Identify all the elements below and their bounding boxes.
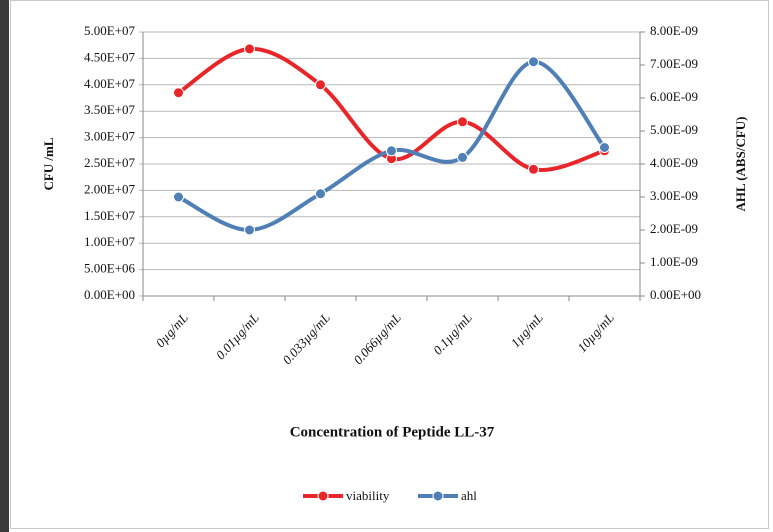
y2-tick-label: 1.00E-09 [650,254,698,269]
y-tick-label: 1.50E+07 [84,208,136,223]
y2-tick-label: 2.00E-09 [650,221,698,236]
y-tick-label: 5.00E+06 [84,261,136,276]
x-tick-label: 10µg/mL [574,310,617,355]
point [529,164,539,174]
x-tick-label: 0.033µg/mL [279,310,333,367]
legend-marker [433,491,443,501]
legend-marker [318,491,328,501]
y-tick-label: 0.00E+00 [84,287,135,302]
y2-tick-label: 7.00E-09 [650,56,698,71]
point [316,80,326,90]
x-tick-label: 0.066µg/mL [350,310,404,367]
y2-tick-label: 8.00E-09 [650,23,698,38]
legend-label: ahl [461,488,477,503]
y-axis-title: CFU /mL [41,137,56,190]
y-tick-label: 3.00E+07 [84,129,136,144]
y-tick-label: 4.50E+07 [84,49,136,64]
y-tick-label: 5.00E+07 [84,23,136,38]
y2-tick-label: 6.00E-09 [650,89,698,104]
y2-tick-label: 4.00E-09 [650,155,698,170]
legend-label: viability [346,488,390,503]
point [174,192,184,202]
y-tick-label: 2.50E+07 [84,155,136,170]
y2-tick-label: 3.00E-09 [650,188,698,203]
y-tick-label: 1.00E+07 [84,234,136,249]
point [387,146,397,156]
point [245,44,255,54]
y-tick-label: 4.00E+07 [84,76,136,91]
point [458,117,468,127]
point [600,143,610,153]
x-tick-label: 0.01µg/mL [213,310,262,362]
left-strip [0,0,9,532]
y-tick-label: 2.00E+07 [84,181,136,196]
y2-axis-title: AHL (ABS/CFU) [733,117,748,212]
x-tick-label: 1µg/mL [508,310,546,350]
x-tick-label: 0µg/mL [153,310,191,350]
page: {"chart_data": {"type": "line", "categor… [0,0,773,532]
point [316,189,326,199]
y2-tick-label: 0.00E+00 [650,287,701,302]
point [458,152,468,162]
point [529,57,539,67]
chart: CFU /mL AHL (ABS/CFU) Concentration of P… [0,0,773,532]
point [174,88,184,98]
y2-tick-label: 5.00E-09 [650,122,698,137]
y-tick-label: 3.50E+07 [84,102,136,117]
point [245,225,255,235]
x-axis-title: Concentration of Peptide LL-37 [290,424,495,440]
x-tick-label: 0.1µg/mL [430,310,475,358]
